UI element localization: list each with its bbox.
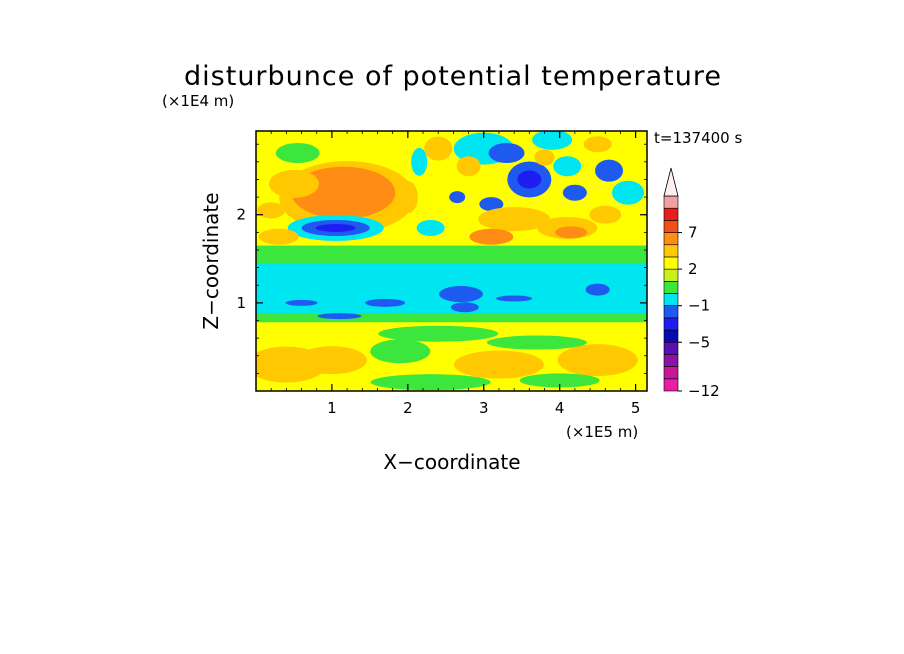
cold-streak (365, 298, 406, 307)
lower-green-patch (370, 339, 431, 364)
colorbar-tick-label: 2 (688, 260, 698, 278)
colorbar-segment (663, 293, 679, 306)
x-tick-label: 5 (631, 399, 641, 417)
green-band (256, 245, 647, 264)
wave-cold-cell (562, 184, 587, 201)
x-unit-label: (×1E5 m) (566, 423, 638, 441)
colorbar-segment (663, 195, 679, 209)
wave-warm-cell (424, 136, 453, 161)
colorbar-segment (663, 341, 679, 355)
time-label: t=137400 s (654, 129, 742, 147)
lower-warm-patch (296, 346, 367, 375)
lower-green-patch (370, 374, 491, 391)
wave-cold-cell (416, 219, 445, 236)
wave-cold-cell (479, 197, 504, 212)
cold-streak (317, 313, 362, 320)
wave-warm-cell (534, 149, 555, 166)
lower-warm-patch (557, 344, 638, 377)
colorbar-segment (663, 366, 679, 380)
lower-green-patch (519, 373, 600, 388)
wave-warm-cell (469, 228, 514, 245)
colorbar-segment (663, 232, 679, 246)
green-boundary-band (256, 313, 647, 323)
colorbar-segment (663, 354, 679, 367)
colorbar-segment (663, 317, 679, 331)
chart-title: disturbunce of potential temperature (184, 61, 722, 92)
cold-core-inner (315, 223, 356, 232)
colorbar: −12−5−127 (663, 167, 720, 400)
cold-streak (285, 299, 318, 306)
colorbar-segment (663, 281, 679, 294)
wave-cold-cell (517, 170, 542, 189)
x-tick-label: 2 (403, 399, 413, 417)
wave-cold-cell (595, 159, 624, 182)
colorbar-tick-label: −5 (688, 333, 710, 351)
cold-streak (496, 295, 533, 302)
warm-dome-side (268, 169, 319, 198)
colorbar-tick-label: −1 (688, 297, 710, 315)
cold-streak (450, 302, 479, 313)
colorbar-tick-label: 7 (688, 224, 698, 242)
wave-cold-cell (532, 131, 573, 150)
y-tick-label: 2 (236, 206, 246, 224)
wave-warm-cell (555, 226, 588, 239)
colorbar-segment (663, 329, 679, 343)
x-axis-label: X−coordinate (383, 450, 520, 474)
x-tick-label: 4 (555, 399, 565, 417)
heatmap-field (256, 131, 647, 391)
colorbar-segment (663, 220, 679, 233)
heatmap-plot-area (256, 131, 647, 391)
plot-frame (255, 130, 648, 392)
wave-warm-cell (456, 156, 481, 177)
colorbar-segment (663, 378, 679, 392)
colorbar-segment (663, 244, 679, 258)
colorbar-segment (663, 305, 679, 319)
colorbar-extend-arrow (663, 167, 679, 197)
wave-warm-cell (397, 181, 418, 214)
wave-warm-cell (478, 207, 551, 232)
colorbar-segment (663, 207, 679, 221)
cold-streak (585, 283, 610, 296)
x-tick-label: 1 (327, 399, 337, 417)
wave-cold-cell (488, 143, 525, 164)
wave-cold-cell (411, 147, 428, 176)
green-patch (275, 143, 320, 164)
colorbar-segment (663, 268, 679, 282)
wave-cold-cell (612, 180, 645, 205)
colorbar-tick-label: −12 (688, 382, 720, 400)
y-tick-label: 1 (236, 294, 246, 312)
colorbar-segment (663, 256, 679, 270)
lower-warm-patch (453, 350, 544, 379)
wave-cold-cell (553, 156, 582, 177)
warm-patch (258, 228, 299, 245)
x-tick-label: 3 (479, 399, 489, 417)
warm-dome-side (257, 202, 286, 219)
lower-green-patch (378, 325, 499, 342)
wave-warm-cell (589, 205, 622, 224)
axis-ticks: 1 2 3 4 5 1 2 (236, 131, 647, 417)
y-axis-label: Z−coordinate (199, 192, 223, 329)
wave-warm-cell (583, 136, 612, 153)
y-unit-label: (×1E4 m) (162, 92, 234, 110)
lower-green-patch (486, 335, 587, 350)
wave-cold-cell (449, 191, 466, 204)
cold-streak (438, 286, 483, 303)
